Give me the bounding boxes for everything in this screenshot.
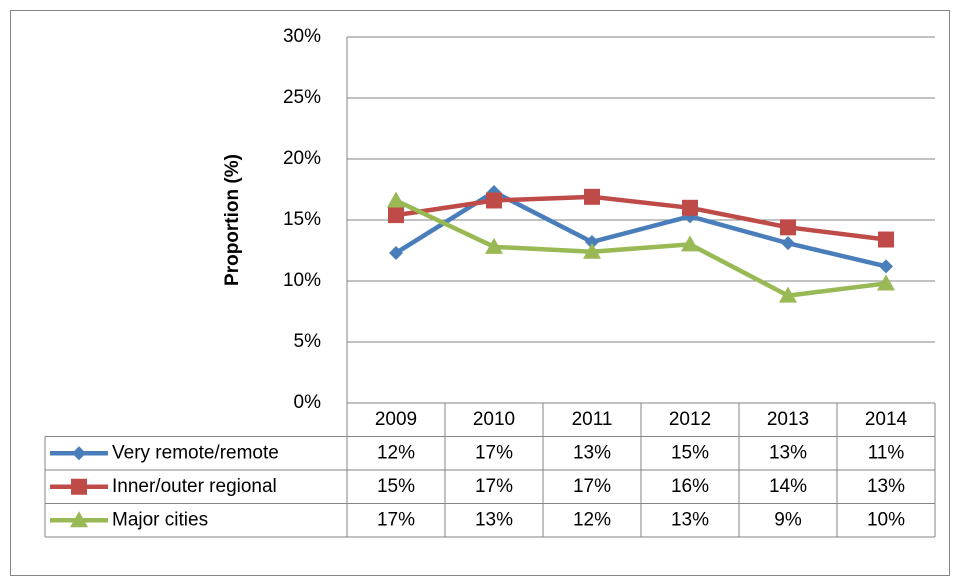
data-label: 13% (867, 476, 905, 497)
marker (779, 286, 797, 303)
legend-label: Inner/outer regional (112, 476, 277, 497)
x-tick-label: 2010 (473, 409, 515, 430)
marker (387, 191, 405, 208)
series-line (395, 194, 887, 242)
legend-label: Very remote/remote (112, 442, 279, 463)
y-tick-label: 5% (294, 331, 322, 352)
y-tick-label: 0% (294, 392, 322, 413)
marker (682, 199, 698, 216)
marker (389, 245, 403, 260)
x-tick-label: 2011 (572, 409, 613, 430)
legend-marker (70, 511, 88, 528)
x-tick-label: 2012 (669, 409, 711, 430)
series-line (395, 198, 887, 298)
legend-marker (72, 446, 86, 461)
y-tick-label: 20% (283, 148, 321, 169)
marker (584, 188, 600, 205)
x-tick-label: 2013 (767, 409, 809, 430)
marker (781, 236, 795, 251)
data-label: 17% (475, 442, 513, 463)
marker (583, 242, 601, 259)
data-label: 17% (573, 476, 611, 497)
marker (780, 219, 796, 236)
y-tick-label: 15% (283, 209, 321, 230)
marker (388, 207, 404, 224)
marker (877, 274, 895, 291)
x-tick-label: 2009 (375, 409, 417, 430)
legend-marker (71, 478, 87, 495)
data-label: 10% (867, 509, 905, 530)
data-label: 15% (671, 442, 709, 463)
data-label: 14% (769, 476, 807, 497)
marker (681, 235, 699, 252)
y-tick-label: 10% (283, 270, 321, 291)
marker (486, 192, 502, 209)
data-label: 17% (475, 476, 513, 497)
x-tick-label: 2014 (865, 409, 908, 430)
data-label: 16% (671, 476, 709, 497)
data-label: 12% (377, 442, 415, 463)
marker (585, 234, 599, 249)
y-axis-label: Proportion (%) (222, 154, 243, 286)
marker (879, 259, 893, 274)
data-label: 9% (774, 509, 802, 530)
data-label: 13% (671, 509, 709, 530)
data-label: 15% (377, 476, 415, 497)
data-label: 12% (573, 509, 611, 530)
data-label: 13% (573, 442, 611, 463)
y-tick-label: 25% (283, 87, 321, 108)
y-tick-label: 30% (283, 26, 321, 47)
data-label: 13% (475, 509, 513, 530)
data-label: 17% (377, 509, 415, 530)
marker (878, 231, 894, 248)
legend-label: Major cities (112, 509, 208, 530)
marker (485, 237, 503, 254)
data-label: 13% (769, 442, 807, 463)
data-label: 11% (868, 442, 905, 463)
